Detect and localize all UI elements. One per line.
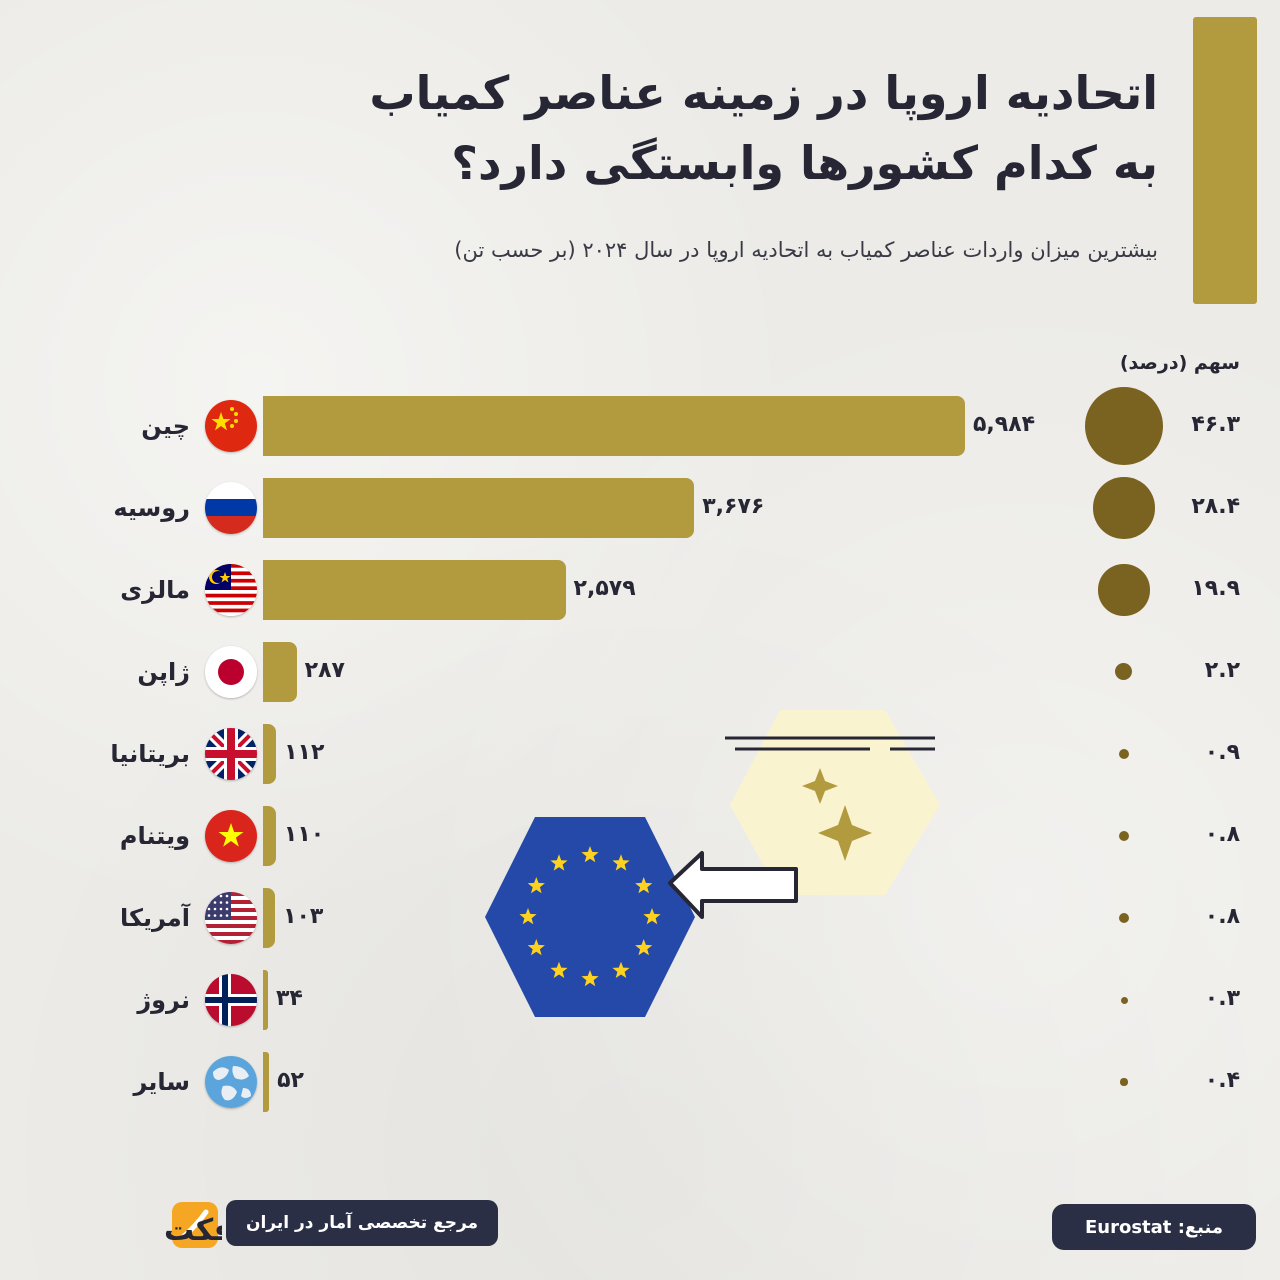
share-bubble <box>1093 477 1155 539</box>
share-column-header: سهم (درصد) <box>1119 352 1240 374</box>
country-label: مالزی <box>120 576 190 604</box>
share-value-label: ۴۶.۳ <box>1191 412 1240 437</box>
sparkle-small-icon <box>802 768 838 804</box>
eu-illustration <box>485 710 940 1017</box>
sparkle-hexagon <box>730 710 940 895</box>
bar-value-label: ۱۰۳ <box>283 904 324 929</box>
bar-value-label: ۲۸۷ <box>304 658 345 683</box>
globe-flag-icon <box>205 1056 257 1108</box>
chart-subtitle: بیشترین میزان واردات عناصر کمیاب به اتحا… <box>454 238 1158 262</box>
source-badge: منبع: Eurostat <box>1052 1204 1256 1250</box>
tagline-badge: مرجع تخصصی آمار در ایران <box>226 1200 498 1246</box>
vietnam-flag-icon <box>205 810 257 862</box>
chart-row: آمریکا ۱۰۳ ۰.۸ <box>0 888 1280 948</box>
arrow-left-icon <box>668 851 798 919</box>
chart-row: ویتنام ۱۱۰ ۰.۸ <box>0 806 1280 866</box>
brand-logo: آمارفکت <box>164 1202 222 1248</box>
bar <box>263 724 277 784</box>
eu-star-icon <box>527 877 545 894</box>
bar <box>263 970 268 1030</box>
chart-row: ژاپن ۲۸۷ ۲.۲ <box>0 642 1280 702</box>
logo-mark-stroke <box>181 1209 209 1239</box>
russia-flag-icon <box>205 482 257 534</box>
country-label: ویتنام <box>119 822 190 850</box>
country-label: سایر <box>133 1068 190 1096</box>
country-label: بریتانیا <box>110 740 190 768</box>
share-bubble <box>1115 663 1133 681</box>
share-bubble <box>1120 996 1128 1004</box>
bar <box>263 396 965 456</box>
bar-value-label: ۱۱۲ <box>284 740 325 765</box>
china-flag-icon <box>205 400 257 452</box>
share-bubble <box>1118 748 1130 760</box>
share-value-label: ۲.۲ <box>1204 658 1240 683</box>
malaysia-flag-icon <box>205 564 257 616</box>
bar-value-label: ۳,۶۷۶ <box>702 494 765 519</box>
page-title: اتحادیه اروپا در زمینه عناصر کمیاب به کد… <box>158 58 1158 198</box>
share-bubble <box>1118 912 1130 924</box>
share-value-label: ۰.۸ <box>1204 904 1240 929</box>
eu-star-icon <box>550 961 568 978</box>
accent-bar <box>1193 17 1257 304</box>
share-value-label: ۱۹.۹ <box>1191 576 1240 601</box>
eu-star-icon <box>527 939 545 956</box>
bar-value-label: ۵۲ <box>277 1068 304 1093</box>
share-value-label: ۲۸.۴ <box>1191 494 1240 519</box>
country-label: روسیه <box>113 494 190 522</box>
share-bubble <box>1098 564 1150 616</box>
title-line-1: اتحادیه اروپا در زمینه عناصر کمیاب <box>369 66 1158 120</box>
eu-star-icon <box>643 908 661 925</box>
bar-value-label: ۱۱۰ <box>283 822 325 847</box>
country-label: آمریکا <box>120 904 190 932</box>
country-label: چین <box>141 412 190 440</box>
bar-value-label: ۵,۹۸۴ <box>973 412 1036 437</box>
japan-flag-icon <box>205 646 257 698</box>
country-label: ژاپن <box>137 658 190 686</box>
share-bubble <box>1085 387 1163 465</box>
chart-row: نروژ ۳۴ ۰.۳ <box>0 970 1280 1030</box>
chart-row: سایر ۵۲ ۰.۴ <box>0 1052 1280 1112</box>
sparkle-large-icon <box>818 805 872 861</box>
eu-star-icon <box>612 854 630 871</box>
chart-row: روسیه ۳,۶۷۶ ۲۸.۴ <box>0 477 1280 539</box>
chart-row: مالزی ۲,۵۷۹ ۱۹.۹ <box>0 560 1280 620</box>
bar <box>263 560 566 620</box>
share-bubble <box>1120 1078 1128 1086</box>
eu-star-icon <box>635 877 653 894</box>
bar <box>263 642 297 702</box>
bar <box>263 478 695 538</box>
usa-flag-icon <box>205 892 257 944</box>
country-label: نروژ <box>137 986 190 1014</box>
eu-hexagon <box>485 817 695 1017</box>
bar <box>263 1052 270 1112</box>
share-value-label: ۰.۴ <box>1204 1068 1240 1093</box>
title-line-2: به کدام کشورها وابستگی دارد؟ <box>451 136 1158 190</box>
eu-star-icon <box>612 961 630 978</box>
chart-row: بریتانیا ۱۱۲ ۰.۹ <box>0 724 1280 784</box>
eu-star-icon <box>519 908 537 925</box>
share-value-label: ۰.۹ <box>1204 740 1240 765</box>
share-value-label: ۰.۳ <box>1204 986 1240 1011</box>
eu-star-icon <box>635 939 653 956</box>
brand-name: آمارفکت <box>164 1211 222 1248</box>
share-value-label: ۰.۸ <box>1204 822 1240 847</box>
eu-stars <box>519 846 661 987</box>
chart-row: چین ۵,۹۸۴ ۴۶.۳ <box>0 387 1280 465</box>
norway-flag-icon <box>205 974 257 1026</box>
bar <box>263 806 276 866</box>
eu-star-icon <box>581 970 599 987</box>
bar-value-label: ۲,۵۷۹ <box>573 576 636 601</box>
share-bubble <box>1118 830 1130 842</box>
uk-flag-icon <box>205 728 257 780</box>
eu-star-icon <box>581 846 599 863</box>
bar-value-label: ۳۴ <box>276 986 303 1011</box>
eu-star-icon <box>550 854 568 871</box>
bar <box>263 888 276 948</box>
